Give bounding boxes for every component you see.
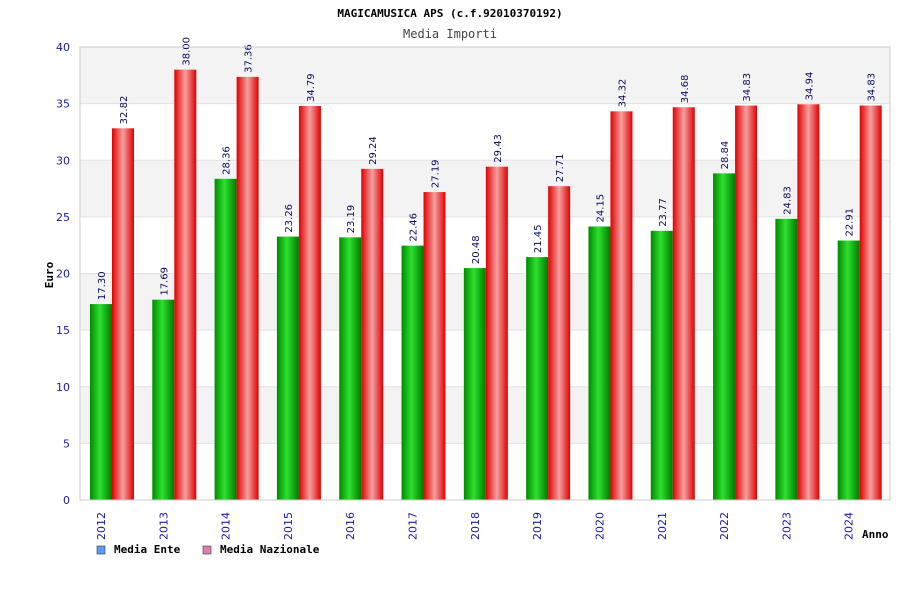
bar-media-nazionale (859, 105, 882, 501)
bar-media-ente (526, 257, 549, 500)
x-tick-label: 2023 (780, 512, 793, 540)
data-label: 37.36 (244, 44, 255, 73)
data-label: 24.83 (782, 186, 793, 215)
data-label: 28.84 (720, 141, 731, 170)
bar-media-ente (463, 268, 486, 500)
legend-swatch-media-nazionale (202, 545, 212, 555)
y-tick-label: 10 (56, 381, 70, 394)
y-tick-label: 15 (56, 324, 70, 337)
background-band (80, 216, 890, 274)
data-label: 32.82 (119, 96, 130, 125)
y-tick-label: 0 (63, 494, 70, 507)
data-label: 22.91 (845, 208, 856, 237)
x-tick-label: 2021 (656, 512, 669, 540)
data-label: 34.83 (742, 73, 753, 102)
x-tick-label: 2015 (282, 512, 295, 540)
bar-media-nazionale (236, 76, 259, 500)
x-tick-label: 2019 (531, 512, 544, 540)
x-tick-label: 2012 (95, 512, 108, 540)
data-label: 23.77 (658, 198, 669, 227)
bar-media-ente (214, 178, 237, 500)
data-labels: 17.30 32.82 17.69 38.00 28.36 37.36 23.26 34.79… (97, 37, 878, 300)
x-tick-label: 2020 (593, 512, 606, 540)
x-tick-label: 2013 (157, 512, 170, 540)
data-label: 24.15 (595, 194, 606, 223)
bar-media-ente (152, 299, 175, 500)
bar-media-ente (339, 237, 362, 501)
y-tick-label: 40 (56, 41, 70, 54)
bar-media-ente (713, 173, 736, 500)
data-label: 28.36 (222, 146, 233, 175)
data-label: 29.24 (368, 136, 379, 165)
bar-media-nazionale (548, 186, 571, 500)
data-label: 34.32 (617, 79, 628, 108)
background-band (80, 47, 890, 104)
bar-media-ente (650, 230, 673, 500)
x-tick-label: 2016 (344, 512, 357, 540)
bar-media-ente (837, 240, 860, 500)
bar-media-ente (588, 226, 611, 500)
y-axis-label: Euro (43, 261, 56, 288)
bar-media-nazionale (672, 107, 695, 501)
data-label: 29.43 (493, 134, 504, 163)
bar-media-nazionale (361, 168, 384, 500)
data-label: 22.46 (409, 213, 420, 242)
data-label: 23.26 (284, 204, 295, 233)
data-label: 17.30 (97, 271, 108, 300)
bar-media-ente (276, 236, 299, 500)
bar-media-nazionale (174, 69, 197, 501)
y-tick-label: 5 (63, 437, 70, 450)
x-tick-label: 2018 (469, 512, 482, 540)
plot-border (79, 46, 891, 501)
bar-media-nazionale (485, 166, 508, 500)
data-label: 38.00 (181, 37, 192, 66)
legend-label-media-ente: Media Ente (114, 543, 181, 556)
bar-media-ente (775, 218, 798, 501)
data-label: 23.19 (346, 205, 357, 234)
bar-media-ente (90, 304, 112, 500)
data-label: 34.68 (680, 75, 691, 104)
y-tick-label: 25 (56, 211, 70, 224)
bar-media-nazionale (298, 106, 321, 501)
legend-label-media-nazionale: Media Nazionale (220, 543, 320, 556)
data-label: 34.83 (867, 73, 878, 102)
data-label: 34.94 (804, 72, 815, 101)
data-label: 20.48 (471, 235, 482, 264)
background-band (80, 103, 890, 161)
x-tick-label: 2014 (220, 512, 233, 540)
data-label: 34.79 (306, 73, 317, 102)
y-tick-label: 35 (56, 98, 70, 111)
chart-title: MAGICAMUSICA APS (c.f.92010370192) (337, 7, 562, 20)
y-tick-label: 30 (56, 154, 70, 167)
x-tick-label: 2024 (843, 512, 856, 540)
chart-subtitle: Media Importi (403, 27, 497, 41)
x-axis-ticks: 2012 2013 2014 2015 2016 2017 2018 2019 2020 2021… (95, 512, 856, 540)
legend: Media Ente Media Nazionale (96, 543, 320, 556)
x-axis-label: Anno (862, 528, 889, 541)
bar-media-ente (401, 245, 424, 500)
x-tick-label: 2022 (718, 512, 731, 540)
y-axis-ticks: 0 5 10 15 20 25 30 35 40 (56, 41, 70, 507)
bar-media-nazionale (797, 104, 820, 500)
legend-swatch-media-ente (96, 545, 106, 555)
data-label: 27.71 (555, 154, 566, 183)
bar-media-nazionale (735, 105, 758, 501)
data-label: 21.45 (533, 224, 544, 253)
data-label: 17.69 (159, 267, 170, 296)
bar-media-nazionale (112, 128, 134, 500)
bars (90, 69, 882, 501)
x-tick-label: 2017 (407, 512, 420, 540)
background-band (80, 160, 890, 217)
y-tick-label: 20 (56, 268, 70, 281)
bar-media-nazionale (610, 111, 633, 501)
data-label: 27.19 (431, 159, 442, 188)
bar-media-nazionale (423, 192, 446, 501)
